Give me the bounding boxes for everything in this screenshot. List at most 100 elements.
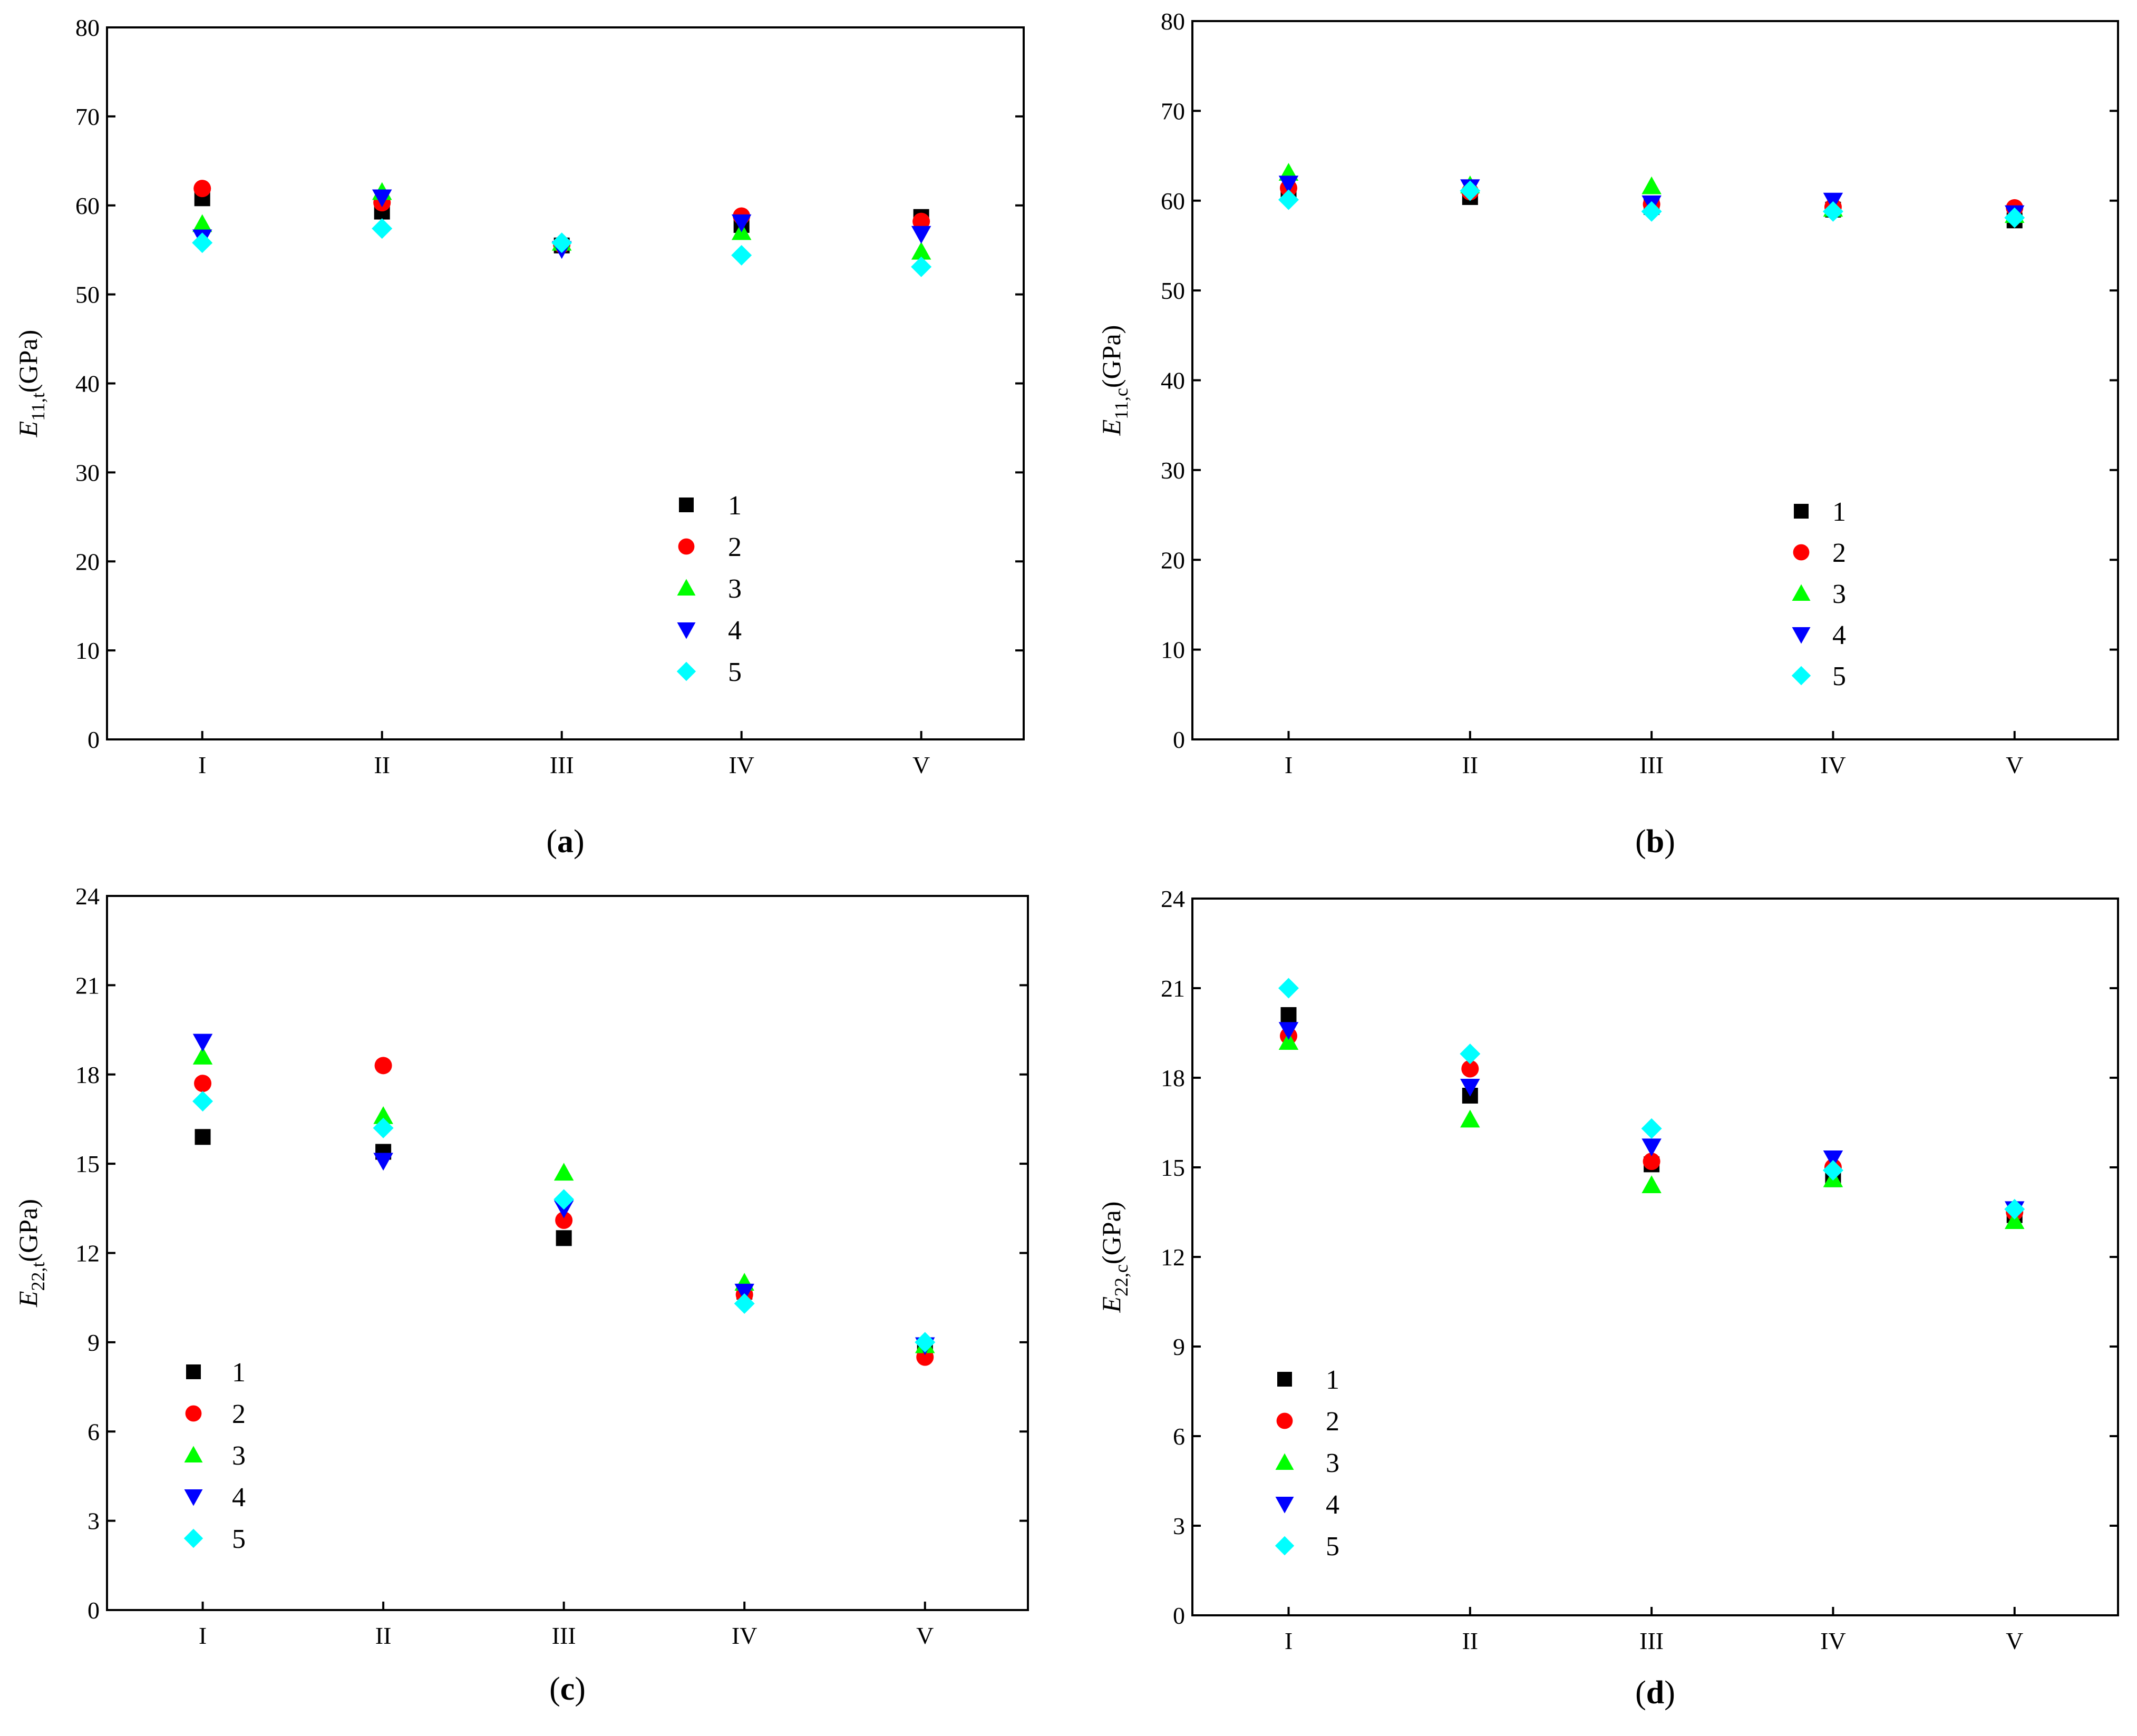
caption-letter: b (1646, 824, 1664, 860)
y-axis-label-symbol: E (1096, 420, 1126, 436)
legend-label-5: 5 (232, 1524, 246, 1554)
legend-marker-4 (677, 622, 696, 639)
data-point-series-2 (1643, 1153, 1660, 1171)
caption-open: ( (549, 1671, 560, 1707)
data-point-series-5 (1460, 180, 1481, 201)
x-tick-label: III (552, 1622, 576, 1649)
data-point-series-1 (1280, 1007, 1297, 1023)
x-tick-label: II (375, 1622, 392, 1649)
y-axis-label-unit: (GPa) (1096, 325, 1126, 388)
data-point-series-2 (1461, 1060, 1479, 1078)
caption-close: ) (575, 1671, 586, 1707)
legend: 1 2 3 4 5 (676, 491, 742, 687)
legend-label-4: 4 (1326, 1490, 1339, 1520)
y-tick-label: 70 (75, 103, 100, 130)
caption-close: ) (574, 824, 585, 860)
y-tick-label: 21 (75, 972, 100, 999)
y-tick-label: 80 (75, 14, 100, 41)
legend-marker-5 (676, 661, 696, 681)
y-tick-label: 40 (75, 370, 100, 397)
plot-frame (106, 26, 1025, 740)
data-point-series-4 (1641, 1138, 1662, 1157)
data-point-series-5 (911, 256, 932, 277)
x-tick-label: III (1639, 752, 1664, 778)
legend-marker-4 (184, 1489, 203, 1506)
x-tick-label: II (374, 752, 390, 778)
y-axis-label-subscript: 22,c (1111, 1264, 1132, 1296)
legend: 1 2 3 4 5 (1275, 1365, 1339, 1562)
legend-marker-4 (1792, 627, 1811, 644)
caption-letter: c (560, 1671, 575, 1707)
data-point-series-2 (912, 212, 930, 230)
legend-label-1: 1 (1326, 1365, 1339, 1395)
data-point-series-5 (1460, 1043, 1481, 1065)
panel-caption: (a) (546, 824, 584, 860)
y-tick-label: 3 (88, 1508, 100, 1535)
legend-label-3: 3 (1832, 579, 1846, 609)
y-axis-label-subscript: 11,t (27, 393, 48, 421)
data-point-series-3 (192, 214, 212, 232)
y-tick-label: 3 (1173, 1513, 1185, 1539)
panel-caption: (c) (549, 1671, 586, 1707)
legend-marker-5 (1791, 666, 1811, 686)
data-point-series-5 (1641, 1118, 1662, 1139)
x-tick-label: V (2006, 1627, 2023, 1654)
y-tick-label: 50 (1161, 277, 1185, 304)
data-point-series-3 (911, 241, 931, 260)
y-tick-label: 12 (75, 1240, 100, 1267)
legend-marker-3 (1275, 1453, 1294, 1470)
caption-letter: d (1646, 1675, 1664, 1711)
data-point-series-3 (553, 1163, 574, 1181)
y-tick-label: 18 (1161, 1065, 1185, 1091)
data-point-series-4 (1823, 1150, 1843, 1168)
caption-close: ) (1664, 1675, 1675, 1711)
data-point-series-4 (734, 1283, 754, 1302)
y-axis-label-symbol: E (13, 421, 43, 438)
y-axis-label-unit: (GPa) (13, 330, 43, 393)
y-tick-label: 15 (75, 1150, 100, 1177)
plot-frame (1191, 20, 2119, 740)
x-tick-label: IV (728, 752, 754, 778)
data-point-series-4 (1278, 1022, 1299, 1040)
data-point-series-3 (1641, 176, 1662, 194)
y-tick-label: 70 (1161, 97, 1185, 124)
y-axis-label-symbol: E (13, 1291, 43, 1308)
legend-label-1: 1 (1832, 497, 1846, 527)
y-tick-label: 20 (1161, 547, 1185, 573)
x-tick-label: II (1462, 1627, 1478, 1654)
y-axis-label-subscript: 22,t (27, 1262, 48, 1291)
data-point-series-5 (1278, 978, 1299, 999)
y-tick-label: 12 (1161, 1244, 1185, 1271)
data-point-series-5 (734, 1293, 755, 1314)
y-tick-label: 9 (88, 1329, 100, 1356)
data-point-series-4 (192, 1033, 213, 1052)
data-point-series-3 (1460, 1109, 1480, 1128)
panel-caption: (d) (1635, 1675, 1675, 1711)
x-tick-label: II (1462, 752, 1478, 778)
y-tick-label: 6 (1173, 1423, 1185, 1450)
data-point-series-5 (373, 1117, 394, 1138)
y-tick-label: 40 (1161, 367, 1185, 394)
legend-label-1: 1 (728, 491, 742, 521)
series-5 (1278, 978, 2025, 1220)
legend-marker-3 (677, 579, 696, 596)
data-point-series-4 (1278, 175, 1299, 194)
legend-label-5: 5 (1832, 661, 1846, 691)
data-point-series-5 (1641, 201, 1662, 222)
y-tick-label: 6 (88, 1418, 100, 1445)
legend-marker-3 (1792, 584, 1811, 601)
legend-label-2: 2 (1832, 538, 1846, 568)
data-point-series-4 (911, 226, 931, 244)
legend-marker-5 (1275, 1536, 1295, 1556)
legend-marker-4 (1275, 1497, 1294, 1514)
y-tick-label: 80 (1161, 8, 1185, 35)
data-point-series-5 (553, 1189, 575, 1210)
x-tick-label: I (1285, 752, 1293, 778)
y-tick-label: 0 (88, 1597, 100, 1624)
data-point-series-5 (2004, 1198, 2025, 1220)
x-tick-label: IV (732, 1622, 757, 1649)
legend-label-3: 3 (1326, 1448, 1339, 1478)
